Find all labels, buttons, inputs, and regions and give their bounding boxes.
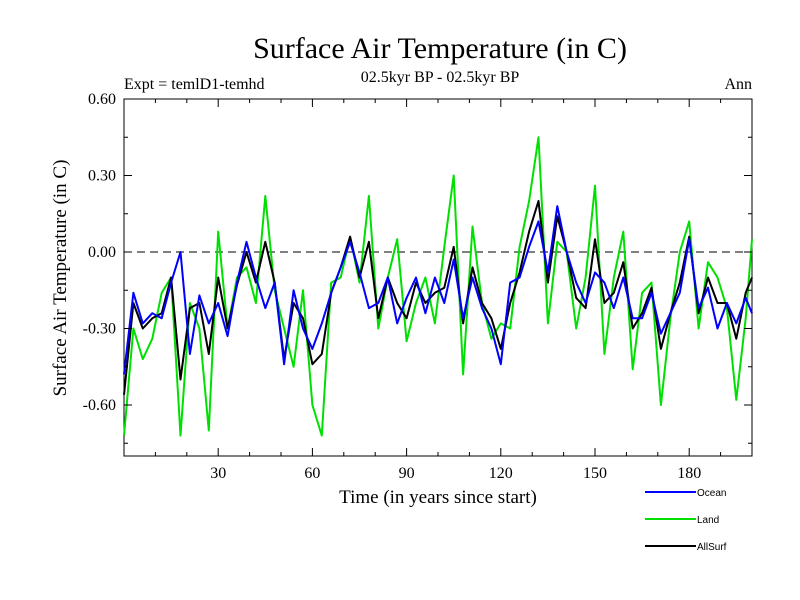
y-ticks: 0.60 0.30 0.00 -0.30 -0.60 — [83, 91, 752, 444]
x-tick-label: 180 — [677, 465, 701, 482]
x-tick-label: 90 — [399, 465, 415, 482]
y-tick-label: 0.30 — [88, 168, 116, 185]
x-ticks: 30 60 90 120 150 180 — [154, 99, 722, 482]
series-line-ocean — [123, 205, 753, 375]
y-tick-label: -0.30 — [83, 321, 116, 338]
chart-title: Surface Air Temperature (in C) — [253, 32, 627, 65]
x-tick-label: 60 — [304, 465, 320, 482]
y-axis-label: Surface Air Temperature (in C) — [50, 160, 71, 397]
x-axis-label: Time (in years since start) — [339, 487, 537, 508]
expt-label: Expt = temlD1-temhd — [124, 76, 265, 93]
chart-subtitle: 02.5kyr BP - 02.5kyr BP — [361, 69, 520, 86]
legend-label-land: Land — [697, 515, 719, 526]
y-tick-label: -0.60 — [83, 397, 116, 414]
legend: Ocean Land AllSurf — [645, 488, 727, 553]
y-tick-label: 0.00 — [88, 244, 116, 261]
legend-label-allsurf: AllSurf — [697, 542, 727, 553]
legend-label-ocean: Ocean — [697, 488, 726, 499]
y-tick-label: 0.60 — [88, 91, 116, 108]
x-tick-label: 30 — [210, 465, 226, 482]
season-label: Ann — [724, 76, 752, 93]
series-layer — [123, 136, 753, 437]
x-tick-label: 150 — [583, 465, 607, 482]
x-tick-label: 120 — [489, 465, 513, 482]
